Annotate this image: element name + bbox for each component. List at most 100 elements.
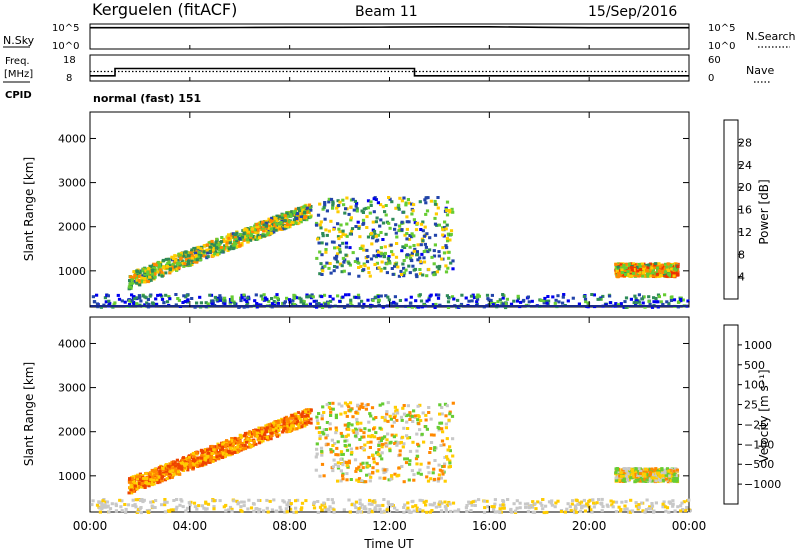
range-cell <box>329 410 333 414</box>
range-cell <box>475 300 479 304</box>
range-cell <box>665 506 670 510</box>
range-cell <box>345 234 349 238</box>
range-cell <box>111 305 115 309</box>
range-cell <box>395 235 399 239</box>
range-cell <box>274 426 278 430</box>
range-cell <box>621 470 625 474</box>
range-cell <box>619 266 623 270</box>
range-cell <box>349 478 353 481</box>
range-cell <box>384 294 388 298</box>
range-cell <box>142 476 146 480</box>
range-cell <box>498 507 502 511</box>
range-cell <box>277 429 281 432</box>
range-cell <box>446 306 451 309</box>
range-cell <box>261 439 265 443</box>
range-cell <box>224 444 228 448</box>
range-cell <box>590 510 594 514</box>
range-cell <box>208 293 212 297</box>
range-cell <box>322 205 326 209</box>
range-cell <box>324 248 328 251</box>
range-cell <box>440 412 444 416</box>
range-cell <box>355 207 359 211</box>
range-cell <box>451 267 455 271</box>
range-cell <box>650 271 655 275</box>
range-cell <box>456 509 460 513</box>
range-cell <box>339 412 343 416</box>
range-cell <box>336 466 341 470</box>
range-cell <box>380 415 384 419</box>
range-cell <box>320 305 325 309</box>
range-cell <box>595 501 599 505</box>
range-cell <box>649 507 653 511</box>
range-cell <box>269 227 273 231</box>
range-cell <box>347 422 351 425</box>
range-cell <box>219 240 224 244</box>
range-cell <box>540 503 544 507</box>
range-cell <box>156 270 160 274</box>
range-cell <box>238 440 242 444</box>
range-cell <box>377 298 381 302</box>
range-cell <box>366 255 370 259</box>
range-cell <box>414 273 418 277</box>
range-cell <box>358 247 362 250</box>
range-cell <box>670 472 674 476</box>
range-cell <box>324 228 328 232</box>
range-cell <box>410 212 414 216</box>
range-cell <box>404 461 409 465</box>
range-cell <box>445 236 449 240</box>
range-cell <box>361 461 365 465</box>
range-cell <box>636 507 640 511</box>
range-cell <box>421 239 425 243</box>
range-cell <box>254 428 258 432</box>
range-cell <box>450 295 455 299</box>
range-cell <box>197 464 201 468</box>
range-cell <box>568 505 572 509</box>
range-cell <box>350 423 354 427</box>
range-cell <box>320 453 324 457</box>
range-cell <box>308 302 312 306</box>
range-cell <box>407 478 411 482</box>
range-cell <box>420 499 424 503</box>
range-cell <box>609 499 613 503</box>
range-cell <box>395 302 399 306</box>
range-cell <box>329 414 333 417</box>
range-cell <box>674 474 678 478</box>
range-cell <box>181 261 185 265</box>
range-cell <box>131 504 135 508</box>
range-cell <box>224 509 228 513</box>
range-cell <box>583 504 587 508</box>
range-cell <box>329 450 333 454</box>
range-cell <box>183 262 187 266</box>
range-cell <box>256 303 260 307</box>
range-cell <box>190 248 194 252</box>
range-cell <box>262 509 266 513</box>
range-cell <box>270 302 275 306</box>
range-cell <box>402 210 406 214</box>
range-cell <box>119 505 123 509</box>
range-cell <box>302 300 306 304</box>
range-cell <box>290 422 294 425</box>
range-cell <box>298 212 302 216</box>
range-cell <box>336 246 340 250</box>
range-cell <box>202 250 206 254</box>
range-cell <box>190 256 194 260</box>
range-cell <box>408 411 412 415</box>
range-cell <box>347 461 351 465</box>
range-cell <box>309 208 313 212</box>
range-cell <box>669 299 673 302</box>
range-cell <box>376 437 380 441</box>
range-cell <box>406 413 410 417</box>
range-cell <box>380 252 384 256</box>
range-cell <box>362 248 366 252</box>
freq-right-tick-bottom: 0 <box>708 73 714 84</box>
range-cell <box>486 505 490 509</box>
range-cell <box>384 213 388 217</box>
y-tick-label: 3000 <box>58 382 86 395</box>
range-cell <box>429 417 433 421</box>
range-cell <box>372 197 376 201</box>
range-cell <box>251 502 256 506</box>
range-cell <box>256 225 260 229</box>
range-cell <box>492 508 496 511</box>
range-cell <box>379 246 383 250</box>
range-cell <box>357 226 361 230</box>
